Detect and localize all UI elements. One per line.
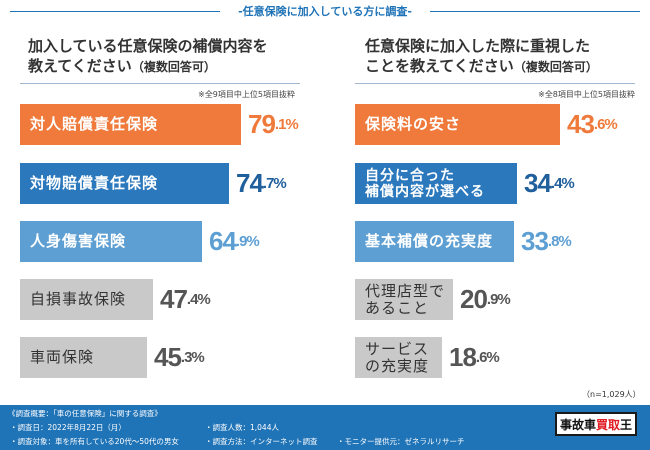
value-dec-2-5: .6% [475, 349, 500, 366]
bar-1-5: 車両保険 [20, 337, 147, 378]
banner-line-right [429, 10, 640, 12]
value-label-1-3: 64.9% [209, 221, 260, 262]
footer-target: ・調査対象：車を所有している20代〜50代の男女 [10, 437, 179, 446]
value-label-2-3: 33.8% [521, 221, 572, 262]
value-dec-1-4: .4% [186, 291, 211, 308]
bar-2-4: 代理店型であること [355, 279, 453, 320]
bar-1-4: 自損事故保険 [20, 279, 153, 320]
sample-size-note: （n=1,029人） [582, 390, 641, 399]
value-int-2-1: 43 [567, 109, 595, 139]
bar-label-2-2: 自分に合った 補償内容が選べる [365, 168, 485, 200]
right-chart-title: 任意保険に加入した際に重視した ことを教えてください（複数回答可） [365, 36, 645, 77]
bar-2-2: 自分に合った 補償内容が選べる [355, 163, 517, 204]
bar-label-2-3: 基本補償の充実度 [365, 232, 494, 250]
value-label-1-4: 47.4% [160, 279, 211, 320]
value-label-2-2: 34.4% [524, 163, 575, 204]
bar-1-1: 対人賠償責任保険 [20, 104, 241, 145]
footer-provider: ・モニター提供元：ゼネラルリサーチ [337, 437, 465, 446]
bar-1-3: 人身傷害保険 [20, 221, 202, 262]
bar-2-3: 基本補償の充実度 [355, 221, 514, 262]
value-int-2-2: 34 [524, 168, 552, 198]
left-title-line1: 加入している任意保険の補償内容を [28, 37, 268, 55]
bar-label-2-1: 保険料の安さ [365, 115, 462, 133]
bar-label-2-4: 代理店型であること [365, 281, 446, 317]
left-divider [20, 83, 300, 84]
bar-label-1-1: 対人賠償責任保険 [30, 115, 159, 133]
value-label-2-1: 43.6% [567, 104, 618, 145]
value-label-1-2: 74.7% [236, 163, 287, 204]
value-int-2-3: 33 [521, 226, 549, 256]
bar-label-line-2-2-1: 自分に合った [365, 167, 455, 184]
value-dec-2-4: .9% [486, 291, 511, 308]
left-title-line2: 教えてください [28, 57, 132, 75]
value-dec-2-2: .4% [550, 175, 575, 192]
bar-label-1-2: 対物賠償責任保険 [30, 174, 159, 192]
right-title-line2: ことを教えてください [365, 57, 514, 75]
bar-1-2: 対物賠償責任保険 [20, 163, 229, 204]
bar-label-1-5: 車両保険 [30, 348, 95, 366]
value-label-2-4: 20.9% [460, 279, 511, 320]
bar-label-2-5: サービスの充実度 [365, 339, 430, 375]
bar-label-1-4: 自損事故保険 [30, 290, 127, 308]
value-dec-1-2: .7% [262, 175, 287, 192]
survey-banner: -任意保険に加入している方に調査- [0, 0, 650, 22]
value-dec-1-1: .1% [274, 116, 299, 133]
footer-date: ・調査日：2022年8月22日（月） [10, 423, 126, 432]
footer-count: ・調査人数：1,044人 [205, 423, 279, 432]
logo-text-red: 買取 [595, 417, 620, 432]
value-label-2-5: 18.6% [449, 337, 500, 378]
right-note: ※全8項目中上位5項目抜粋 [538, 90, 635, 99]
value-int-2-5: 18 [449, 342, 477, 372]
bar-2-5: サービスの充実度 [355, 337, 442, 378]
right-title-line1: 任意保険に加入した際に重視した [365, 37, 591, 55]
value-int-1-2: 74 [236, 168, 264, 198]
value-label-1-1: 79.1% [248, 104, 299, 145]
value-int-1-1: 79 [248, 109, 276, 139]
bar-2-1: 保険料の安さ [355, 104, 560, 145]
right-divider [355, 83, 635, 84]
left-chart-title: 加入している任意保険の補償内容を 教えてください（複数回答可） [28, 36, 318, 77]
value-dec-2-1: .6% [593, 116, 618, 133]
logo-text-black: 事故車 [559, 417, 596, 432]
logo-text-black2: 王 [620, 417, 633, 432]
value-int-1-3: 64 [209, 226, 237, 256]
value-dec-1-5: .3% [180, 349, 205, 366]
banner-line-left [10, 10, 221, 12]
bar-label-line-2-2-2: 補償内容が選べる [365, 183, 485, 200]
bar-label-1-3: 人身傷害保険 [30, 232, 127, 250]
survey-footer: 《調査概要：「車の任意保険」に関する調査》 ・調査日：2022年8月22日（月）… [0, 405, 650, 450]
value-int-1-4: 47 [160, 284, 188, 314]
footer-method: ・調査方法：インターネット調査 [205, 437, 318, 446]
value-int-1-5: 45 [154, 342, 182, 372]
left-title-suffix: （複数回答可） [131, 60, 216, 74]
right-title-suffix: （複数回答可） [513, 60, 598, 74]
value-int-2-4: 20 [460, 284, 488, 314]
left-note: ※全9項目中上位5項目抜粋 [198, 90, 295, 99]
banner-text: -任意保険に加入している方に調査- [238, 5, 412, 18]
footer-overview: 《調査概要：「車の任意保険」に関する調査》 [8, 409, 162, 418]
value-dec-1-3: .9% [235, 233, 260, 250]
value-dec-2-3: .8% [547, 233, 572, 250]
value-label-1-5: 45.3% [154, 337, 205, 378]
brand-logo: 事故車 買取王 [555, 412, 637, 436]
